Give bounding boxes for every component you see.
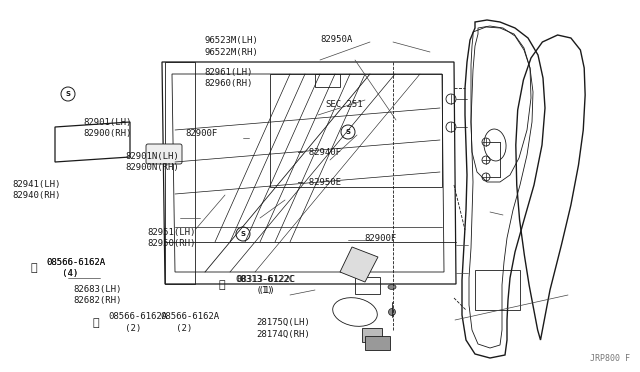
Text: — 82950E: — 82950E — [298, 178, 340, 187]
Text: 96523M(LH)
96522M(RH): 96523M(LH) 96522M(RH) — [205, 36, 259, 57]
Text: S: S — [241, 231, 246, 237]
Text: SEC.251: SEC.251 — [325, 100, 363, 109]
Text: — 82940F: — 82940F — [298, 148, 340, 157]
Text: 82941(LH)
82940(RH): 82941(LH) 82940(RH) — [13, 180, 61, 200]
Text: S: S — [346, 129, 351, 135]
Circle shape — [388, 308, 396, 315]
FancyBboxPatch shape — [362, 328, 382, 342]
Text: 82900F: 82900F — [186, 129, 218, 138]
Text: 82683(LH)
82682(RH): 82683(LH) 82682(RH) — [74, 285, 122, 305]
Text: 82901(LH)
82900(RH): 82901(LH) 82900(RH) — [83, 118, 132, 138]
Ellipse shape — [388, 285, 396, 289]
Text: 08566-6162A
   (2): 08566-6162A (2) — [160, 312, 219, 333]
FancyBboxPatch shape — [146, 144, 182, 164]
Text: 08313-6122C
    (1): 08313-6122C (1) — [235, 275, 294, 295]
Text: 82961(LH)
82960(RH): 82961(LH) 82960(RH) — [205, 68, 253, 88]
Polygon shape — [365, 336, 390, 350]
Text: 82900F: 82900F — [365, 234, 397, 243]
Text: 08566-6162A
   (2): 08566-6162A (2) — [109, 312, 168, 333]
Circle shape — [341, 125, 355, 139]
Text: Ⓢ: Ⓢ — [219, 280, 225, 289]
Text: 82950A: 82950A — [320, 35, 352, 44]
Text: 82951(LH)
82950(RH): 82951(LH) 82950(RH) — [147, 228, 196, 248]
Text: 08313-6122C
    (1): 08313-6122C (1) — [237, 275, 296, 295]
Text: Ⓢ: Ⓢ — [30, 263, 36, 273]
Text: 82901N(LH)
82900N(RH): 82901N(LH) 82900N(RH) — [125, 152, 179, 172]
Text: 08566-6162A
   (4): 08566-6162A (4) — [46, 258, 105, 278]
Polygon shape — [340, 247, 378, 282]
Text: 28175Q(LH)
28174Q(RH): 28175Q(LH) 28174Q(RH) — [256, 318, 310, 339]
Circle shape — [236, 227, 250, 241]
Circle shape — [61, 87, 75, 101]
Text: S: S — [65, 91, 70, 97]
Text: JRP800 F: JRP800 F — [590, 354, 630, 363]
Text: Ⓢ: Ⓢ — [93, 318, 99, 327]
Text: 08566-6162A
   (4): 08566-6162A (4) — [46, 258, 105, 278]
